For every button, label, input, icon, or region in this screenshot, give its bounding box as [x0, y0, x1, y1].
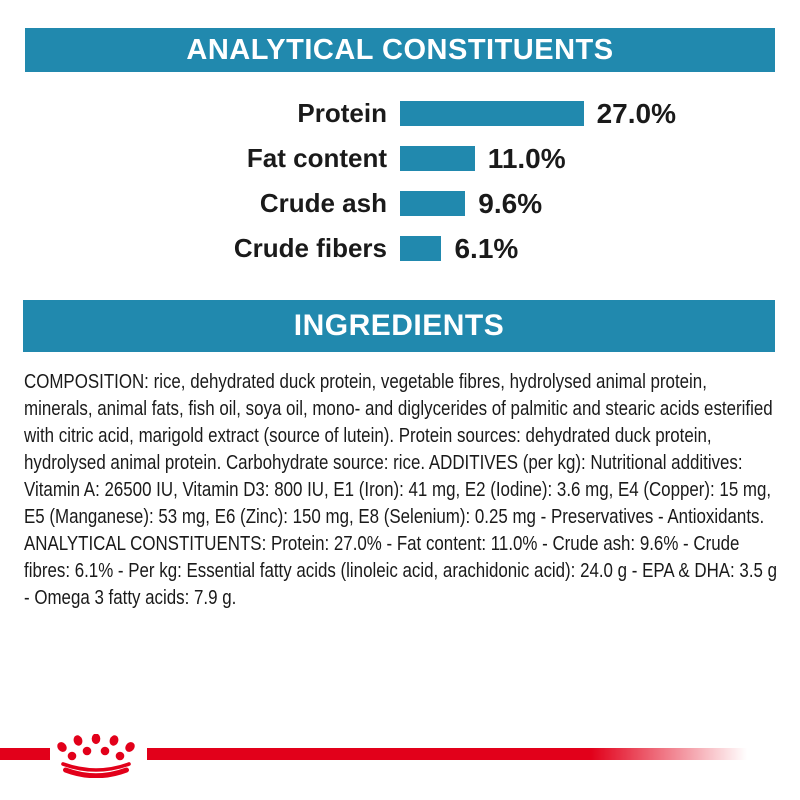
- chart-bar: [400, 146, 475, 171]
- analytical-constituents-chart: Protein 27.0% Fat content 11.0% Crude ash 9.6…: [0, 91, 800, 271]
- chart-bar: [400, 101, 584, 126]
- chart-row: Fat content 11.0%: [0, 136, 800, 181]
- chart-row: Crude fibers 6.1%: [0, 226, 800, 271]
- red-band-right: [147, 748, 747, 760]
- chart-bar: [400, 236, 442, 261]
- ingredients-title: INGREDIENTS: [293, 309, 505, 342]
- chart-category-label: Crude ash: [259, 188, 387, 218]
- red-band-left: [0, 748, 50, 760]
- chart-value-label: 11.0%: [487, 142, 566, 174]
- ingredients-header: INGREDIENTS: [23, 300, 775, 352]
- chart-category-label: Protein: [297, 98, 387, 128]
- chart-row: Crude ash 9.6%: [0, 181, 800, 226]
- analytical-constituents-header: ANALYTICAL CONSTITUENTS: [25, 28, 775, 72]
- analytical-constituents-title: ANALYTICAL CONSTITUENTS: [186, 33, 614, 66]
- chart-bar: [400, 191, 466, 216]
- chart-value-label: 9.6%: [478, 187, 543, 219]
- chart-category-label: Crude fibers: [233, 233, 387, 263]
- chart-category-label: Fat content: [246, 143, 387, 173]
- royal-canin-crown-icon: [57, 734, 135, 778]
- chart-value-label: 27.0%: [596, 97, 676, 129]
- chart-row: Protein 27.0%: [0, 91, 800, 136]
- chart-value-label: 6.1%: [454, 232, 519, 264]
- composition-text: COMPOSITION: rice, dehydrated duck prote…: [24, 371, 778, 609]
